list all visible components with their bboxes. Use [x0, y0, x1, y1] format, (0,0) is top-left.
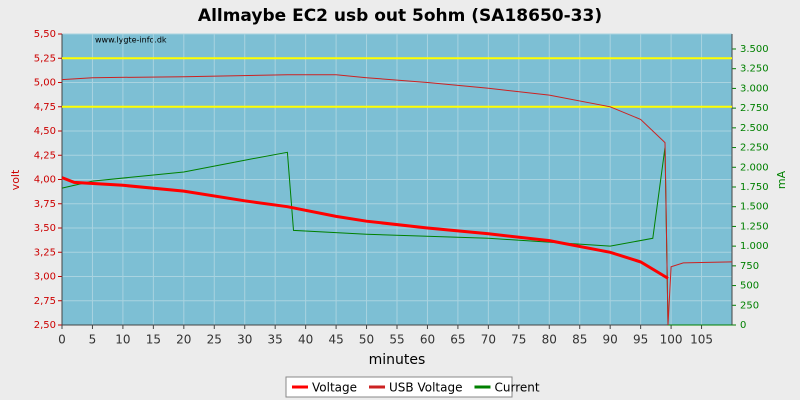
y-tick-label: 5,50	[34, 29, 56, 40]
x-tick-label: 60	[420, 333, 435, 347]
x-tick-label: 5	[89, 333, 97, 347]
y-tick-label: 4,00	[34, 175, 56, 186]
legend-label: Current	[494, 381, 539, 395]
y2-tick-label: 1.750	[740, 182, 769, 193]
x-tick-label: 40	[298, 333, 313, 347]
x-tick-label: 70	[481, 333, 496, 347]
x-axis-label: minutes	[369, 352, 426, 368]
y-tick-label: 4,75	[34, 102, 56, 113]
y2-tick-label: 750	[740, 261, 759, 272]
y-tick-label: 2,75	[34, 296, 56, 307]
series-line	[61, 74, 733, 326]
y2-tick-label: 250	[740, 300, 759, 311]
y-tick-label: 4,25	[34, 150, 56, 161]
y2-tick-label: 1.000	[740, 241, 769, 252]
y2-tick-label: 3.000	[740, 83, 769, 94]
x-tick-label: 105	[690, 333, 713, 347]
chart-title: Allmaybe EC2 usb out 5ohm (SA18650-33)	[198, 6, 602, 26]
y2-tick-label: 2.750	[740, 103, 769, 114]
y-tick-label: 3,25	[34, 247, 56, 258]
x-tick-label: 85	[572, 333, 587, 347]
x-tick-label: 10	[115, 333, 130, 347]
y2-tick-label: 3.250	[740, 64, 769, 75]
x-tick-label: 30	[237, 333, 252, 347]
x-tick-label: 35	[268, 333, 283, 347]
legend	[285, 376, 513, 398]
x-tick-label: 90	[603, 333, 618, 347]
x-tick-label: 100	[660, 333, 683, 347]
y2-tick-label: 1.250	[740, 221, 769, 232]
y-tick-label: 2,50	[34, 320, 56, 331]
y2-tick-label: 2.500	[740, 123, 769, 134]
watermark: www.lygte-info.dk	[95, 36, 167, 45]
y-tick-label: 3,75	[34, 199, 56, 210]
y2-axis-label: mA	[775, 170, 788, 189]
y2-tick-label: 2.250	[740, 143, 769, 154]
y-axis-label: volt	[9, 169, 22, 190]
x-tick-label: 15	[146, 333, 161, 347]
legend-label: USB Voltage	[389, 381, 462, 395]
x-tick-label: 25	[207, 333, 222, 347]
x-tick-label: 55	[389, 333, 404, 347]
x-tick-label: 65	[450, 333, 465, 347]
y-tick-label: 3,00	[34, 272, 56, 283]
x-tick-label: 0	[58, 333, 66, 347]
x-tick-label: 45	[328, 333, 343, 347]
x-tick-label: 20	[176, 333, 191, 347]
y-tick-label: 5,00	[34, 78, 56, 89]
y2-tick-label: 2.000	[740, 162, 769, 173]
x-tick-label: 80	[542, 333, 557, 347]
x-tick-label: 95	[633, 333, 648, 347]
legend-label: Voltage	[312, 381, 357, 395]
y2-tick-label: 0	[740, 320, 746, 331]
x-tick-label: 75	[511, 333, 526, 347]
series-line	[61, 176, 669, 280]
x-tick-label: 50	[359, 333, 374, 347]
y2-tick-label: 500	[740, 281, 759, 292]
y2-tick-label: 3.500	[740, 44, 769, 55]
y-tick-label: 5,25	[34, 53, 56, 64]
y-tick-label: 3,50	[34, 223, 56, 234]
y2-tick-label: 1.500	[740, 202, 769, 213]
y-tick-label: 4,50	[34, 126, 56, 137]
